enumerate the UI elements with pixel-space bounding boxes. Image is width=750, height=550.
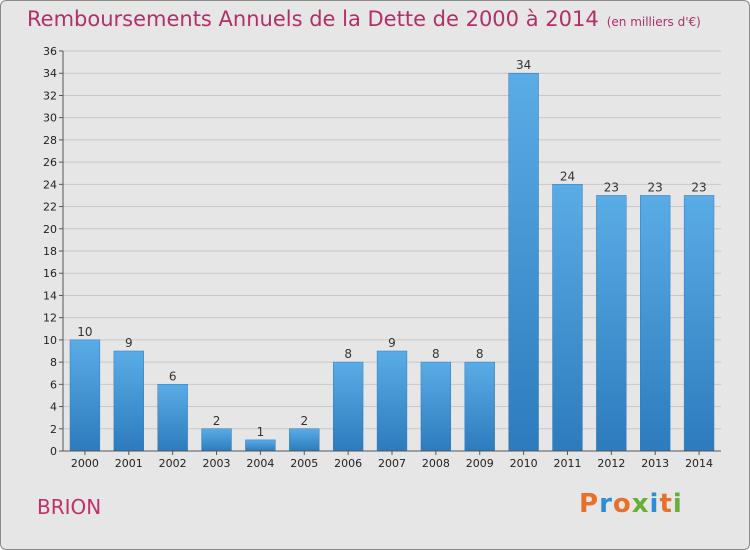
bar (245, 439, 276, 452)
brand-letter: i (649, 489, 660, 519)
data-label: 8 (476, 347, 484, 361)
data-label: 1 (257, 425, 265, 439)
bar (464, 361, 495, 452)
y-tick-label: 4 (50, 401, 57, 414)
bar (113, 350, 144, 452)
x-tick-label: 2006 (334, 457, 362, 470)
bar (332, 361, 364, 452)
bar (157, 384, 188, 452)
x-tick-label: 2010 (510, 457, 538, 470)
y-tick-label: 24 (43, 178, 57, 191)
brand-letter: o (612, 489, 632, 519)
y-tick-label: 30 (43, 112, 57, 125)
data-label: 9 (388, 336, 396, 350)
data-label: 10 (77, 325, 92, 339)
x-tick-label: 2013 (641, 457, 669, 470)
data-label: 23 (648, 180, 663, 194)
chart-title: Remboursements Annuels de la Dette de 20… (27, 7, 701, 31)
bar (508, 72, 539, 452)
bars (69, 72, 715, 452)
y-tick-label: 28 (43, 134, 57, 147)
brand-logo: Proxiti (579, 489, 683, 519)
data-label: 2 (213, 414, 221, 428)
data-label: 8 (344, 347, 352, 361)
brand-letter: x (631, 489, 650, 519)
brand-letter: i (672, 489, 683, 519)
bar (376, 350, 408, 452)
data-label: 8 (432, 347, 440, 361)
data-label: 34 (516, 58, 531, 72)
x-tick-label: 2007 (378, 457, 406, 470)
bar (201, 428, 232, 452)
x-tick-label: 2009 (466, 457, 494, 470)
bar (69, 339, 101, 452)
y-tick-label: 20 (43, 223, 57, 236)
y-tick-label: 26 (43, 156, 57, 169)
y-tick-label: 32 (43, 89, 57, 102)
data-label: 9 (125, 336, 133, 350)
y-tick-label: 36 (43, 45, 57, 58)
brand-letter: t (659, 489, 673, 519)
commune-name: BRION (37, 495, 102, 519)
bar (683, 195, 715, 452)
brand-letter: P (579, 489, 600, 519)
bar (289, 428, 320, 452)
y-tick-label: 8 (50, 356, 57, 369)
bar (596, 195, 627, 452)
x-tick-label: 2000 (71, 457, 99, 470)
x-tick-label: 2003 (203, 457, 231, 470)
data-label: 24 (560, 169, 575, 183)
labels: 0246810121416182022242628303234361020009… (43, 45, 713, 470)
y-tick-label: 12 (43, 312, 57, 325)
data-label: 6 (169, 369, 177, 383)
brand-letter: r (599, 489, 613, 519)
y-tick-label: 34 (43, 67, 57, 80)
data-label: 2 (300, 414, 308, 428)
y-tick-label: 10 (43, 334, 57, 347)
y-tick-label: 18 (43, 245, 57, 258)
x-tick-label: 2012 (597, 457, 625, 470)
x-tick-label: 2008 (422, 457, 450, 470)
title-text: Remboursements Annuels de la Dette de 20… (27, 7, 599, 31)
bar (420, 361, 452, 452)
bar (552, 184, 583, 452)
x-tick-label: 2001 (115, 457, 143, 470)
y-tick-label: 16 (43, 267, 57, 280)
y-tick-label: 2 (50, 423, 57, 436)
x-tick-label: 2002 (159, 457, 187, 470)
y-tick-label: 14 (43, 289, 57, 302)
y-tick-label: 0 (50, 445, 57, 458)
y-tick-label: 6 (50, 378, 57, 391)
unit-label: (en milliers d'€) (606, 15, 701, 29)
x-tick-label: 2011 (553, 457, 581, 470)
axes (59, 50, 721, 455)
x-tick-label: 2005 (290, 457, 318, 470)
x-tick-label: 2014 (685, 457, 713, 470)
x-tick-label: 2004 (246, 457, 274, 470)
data-label: 23 (691, 180, 706, 194)
data-label: 23 (604, 180, 619, 194)
bar (640, 195, 671, 452)
y-tick-label: 22 (43, 201, 57, 214)
